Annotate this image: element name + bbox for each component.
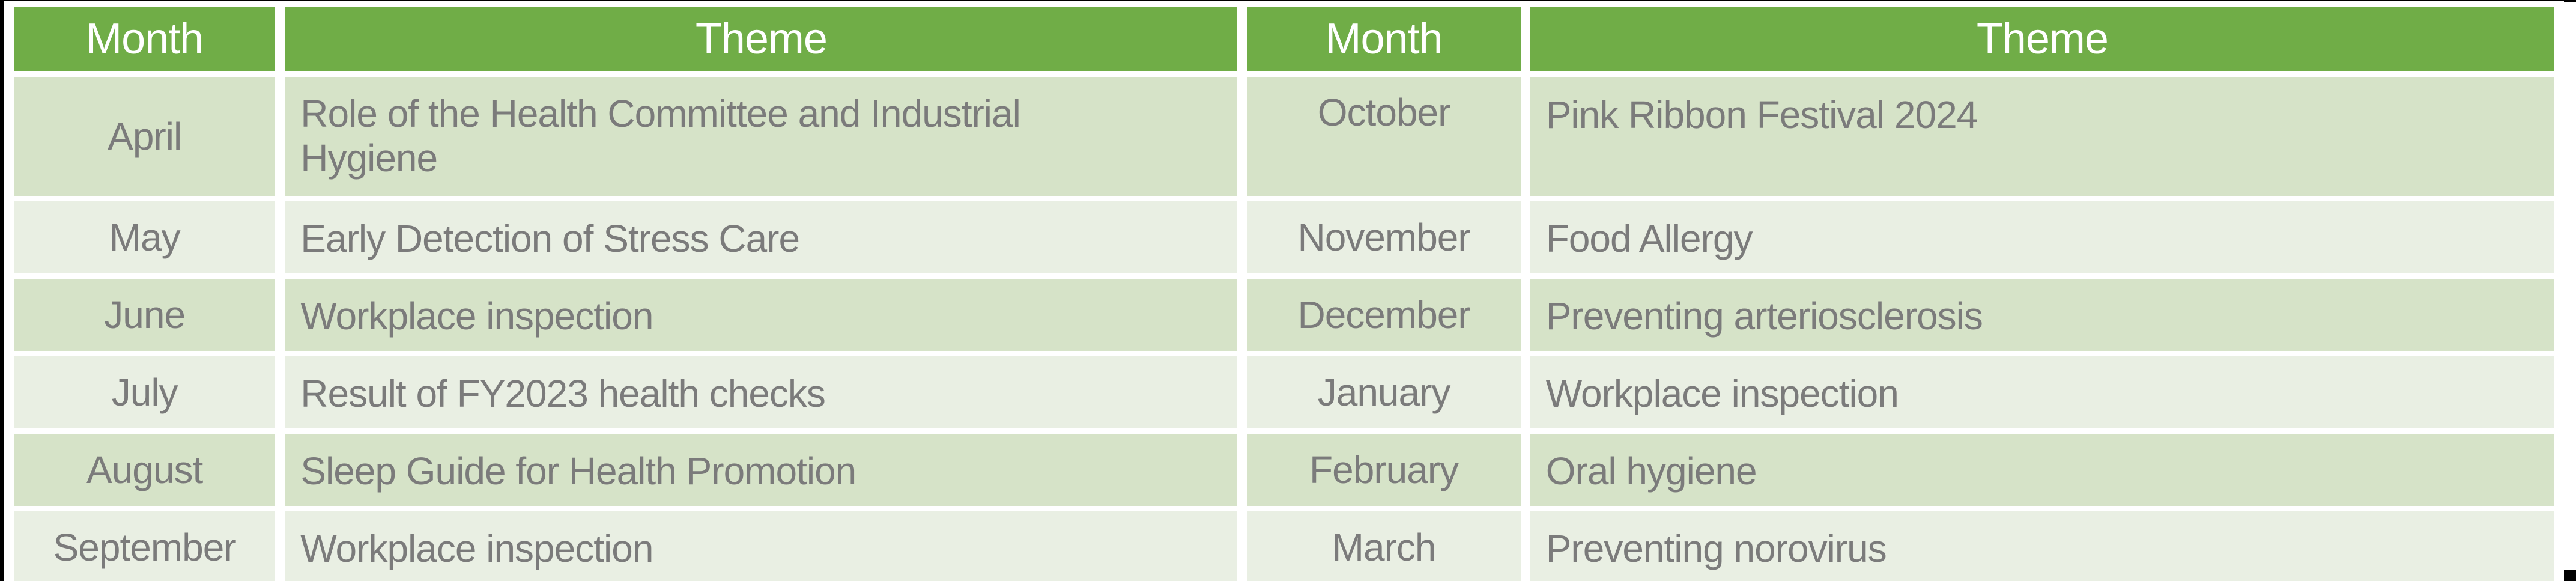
theme-cell: Preventing arteriosclerosis (1530, 279, 2554, 351)
header-row: Month Theme Month Theme (14, 7, 2554, 71)
theme-cell: Oral hygiene (1530, 434, 2554, 506)
theme-text: Pink Ribbon Festival 2024 (1545, 93, 1978, 137)
theme-cell: Result of FY2023 health checks (285, 356, 1238, 428)
left-frame-bar (0, 0, 4, 581)
month-cell: March (1247, 511, 1521, 581)
theme-text: Early Detection of Stress Care (300, 216, 800, 260)
month-cell: August (14, 434, 276, 506)
table-row-june-december: June Workplace inspection December Preve… (14, 279, 2554, 351)
column-header-month-left: Month (14, 7, 276, 71)
theme-text: Workplace inspection (1545, 371, 1899, 415)
theme-text: Oral hygiene (1545, 449, 1757, 493)
table-row-september-march: September Workplace inspection March Pre… (14, 511, 2554, 581)
month-cell: October (1247, 77, 1521, 196)
theme-text: Role of the Health Committee and Industr… (300, 92, 1021, 180)
theme-cell: Pink Ribbon Festival 2024 (1530, 77, 2554, 196)
month-cell: June (14, 279, 276, 351)
theme-cell: Sleep Guide for Health Promotion (285, 434, 1238, 506)
month-cell: September (14, 511, 276, 581)
month-cell: February (1247, 434, 1521, 506)
theme-cell: Early Detection of Stress Care (285, 201, 1238, 273)
table-row-july-january: July Result of FY2023 health checks Janu… (14, 356, 2554, 428)
column-header-theme-right: Theme (1530, 7, 2554, 71)
column-header-theme-left: Theme (285, 7, 1238, 71)
table-row-may-november: May Early Detection of Stress Care Novem… (14, 201, 2554, 273)
month-cell: November (1247, 201, 1521, 273)
theme-cell: Workplace inspection (285, 511, 1238, 581)
month-cell: December (1247, 279, 1521, 351)
table-row-april-october: April Role of the Health Committee and I… (14, 77, 2554, 196)
column-header-month-right: Month (1247, 7, 1521, 71)
theme-text: Preventing norovirus (1545, 526, 1887, 570)
month-cell: May (14, 201, 276, 273)
theme-cell: Workplace inspection (1530, 356, 2554, 428)
theme-text: Result of FY2023 health checks (300, 371, 826, 415)
theme-text: Workplace inspection (300, 294, 653, 338)
theme-cell: Role of the Health Committee and Industr… (285, 77, 1238, 196)
theme-cell: Food Allergy (1530, 201, 2554, 273)
table-row-august-february: August Sleep Guide for Health Promotion … (14, 434, 2554, 506)
month-cell: July (14, 356, 276, 428)
month-cell: April (14, 77, 276, 196)
theme-text: Workplace inspection (300, 526, 653, 570)
month-cell: January (1247, 356, 1521, 428)
theme-cell: Preventing norovirus (1530, 511, 2554, 581)
theme-text: Preventing arteriosclerosis (1545, 294, 1983, 338)
monthly-theme-table: Month Theme Month Theme April Role of th… (4, 1, 2564, 581)
theme-cell: Workplace inspection (285, 279, 1238, 351)
theme-text: Sleep Guide for Health Promotion (300, 449, 856, 493)
theme-text: Food Allergy (1545, 216, 1753, 260)
